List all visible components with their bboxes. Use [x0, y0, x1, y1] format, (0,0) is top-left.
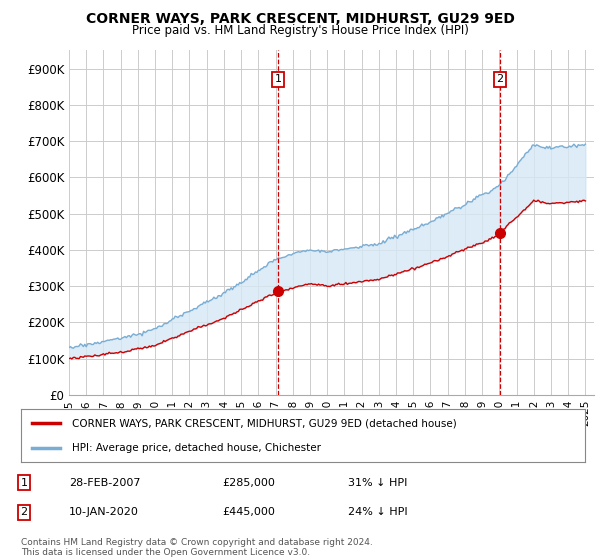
Text: 10-JAN-2020: 10-JAN-2020 — [69, 507, 139, 517]
Text: 2: 2 — [20, 507, 28, 517]
Text: Price paid vs. HM Land Registry's House Price Index (HPI): Price paid vs. HM Land Registry's House … — [131, 24, 469, 37]
Text: 31% ↓ HPI: 31% ↓ HPI — [348, 478, 407, 488]
Text: 1: 1 — [275, 74, 281, 85]
Text: £285,000: £285,000 — [222, 478, 275, 488]
Text: £445,000: £445,000 — [222, 507, 275, 517]
Text: CORNER WAYS, PARK CRESCENT, MIDHURST, GU29 9ED (detached house): CORNER WAYS, PARK CRESCENT, MIDHURST, GU… — [72, 418, 457, 428]
Text: 2: 2 — [496, 74, 503, 85]
Text: 28-FEB-2007: 28-FEB-2007 — [69, 478, 140, 488]
Text: 24% ↓ HPI: 24% ↓ HPI — [348, 507, 407, 517]
Text: CORNER WAYS, PARK CRESCENT, MIDHURST, GU29 9ED: CORNER WAYS, PARK CRESCENT, MIDHURST, GU… — [86, 12, 514, 26]
Text: 1: 1 — [20, 478, 28, 488]
Text: Contains HM Land Registry data © Crown copyright and database right 2024.
This d: Contains HM Land Registry data © Crown c… — [21, 538, 373, 557]
Text: HPI: Average price, detached house, Chichester: HPI: Average price, detached house, Chic… — [72, 442, 321, 452]
